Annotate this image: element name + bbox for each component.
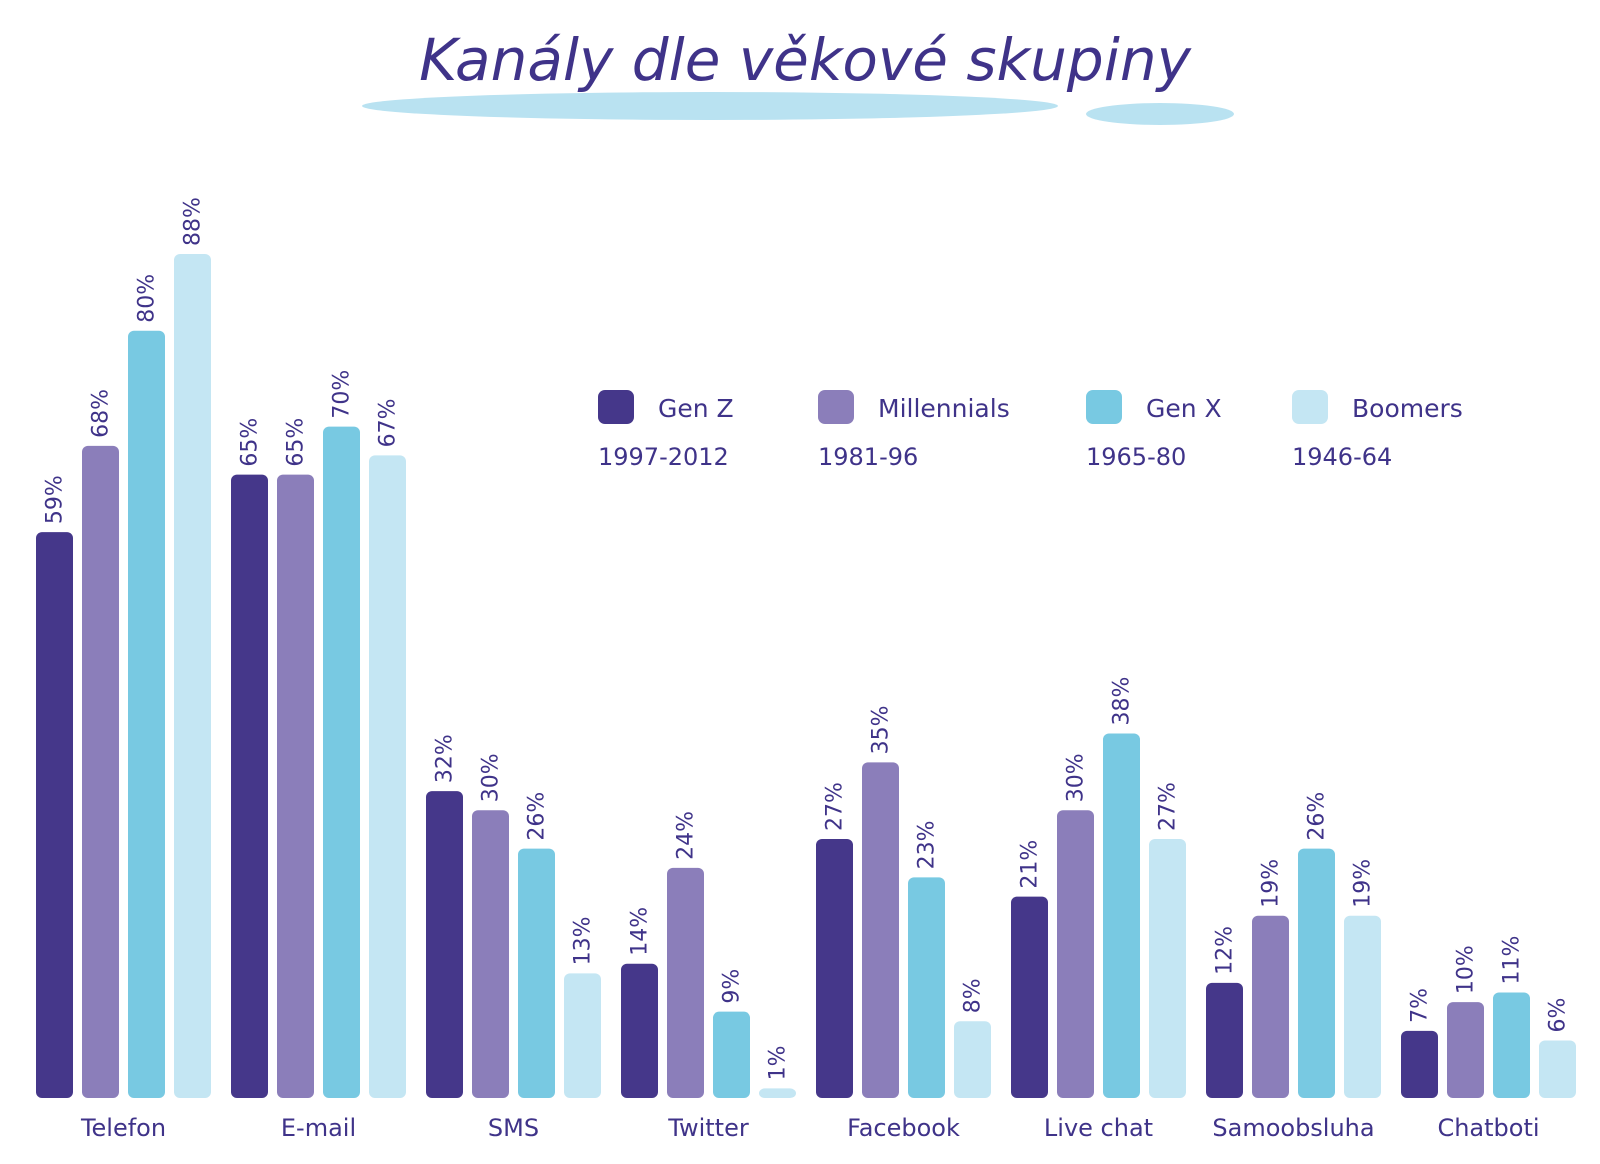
value-label: 68% bbox=[89, 389, 114, 438]
bar-facebook-gen-z bbox=[816, 839, 853, 1098]
value-label: 59% bbox=[43, 475, 68, 524]
bar-telefon-boomers bbox=[174, 254, 211, 1098]
bar-sms-millennials bbox=[472, 810, 509, 1098]
value-label: 10% bbox=[1454, 945, 1479, 994]
legend-series-name: Gen Z bbox=[658, 394, 734, 423]
value-label: 13% bbox=[571, 916, 596, 965]
bar-facebook-boomers bbox=[954, 1021, 991, 1098]
bar-chatboti-boomers bbox=[1539, 1040, 1576, 1098]
value-label: 65% bbox=[284, 418, 309, 467]
legend-years: 1946-64 bbox=[1292, 443, 1392, 471]
value-label: 26% bbox=[525, 792, 550, 841]
value-label: 19% bbox=[1259, 859, 1284, 908]
value-label: 14% bbox=[628, 907, 653, 956]
value-labels-layer: 59% 68% 80% 88% 65% 65% 70% 67% 32% 30% 26% 13% 14% 2… bbox=[43, 197, 1571, 1080]
chart-title: Kanály dle věkové skupiny bbox=[419, 26, 1192, 94]
value-label: 7% bbox=[1408, 988, 1433, 1023]
value-label: 12% bbox=[1213, 926, 1238, 975]
bar-samoobsluha-gen-x bbox=[1298, 848, 1335, 1098]
value-label: 35% bbox=[869, 705, 894, 754]
bar-live-chat-gen-z bbox=[1011, 896, 1048, 1098]
value-label: 6% bbox=[1546, 998, 1571, 1033]
bar-twitter-gen-x bbox=[713, 1011, 750, 1098]
legend-series-name: Millennials bbox=[878, 394, 1010, 423]
legend-series-name: Gen X bbox=[1146, 394, 1222, 423]
value-label: 27% bbox=[823, 782, 848, 831]
value-label: 1% bbox=[766, 1046, 791, 1081]
category-label: E-mail bbox=[281, 1114, 356, 1142]
bar-sms-gen-x bbox=[518, 848, 555, 1098]
bar-live-chat-gen-x bbox=[1103, 733, 1140, 1098]
category-label: Live chat bbox=[1044, 1114, 1153, 1142]
value-label: 32% bbox=[433, 734, 458, 783]
bar-e-mail-millennials bbox=[277, 474, 314, 1098]
value-label: 80% bbox=[135, 274, 160, 323]
legend-swatch bbox=[1292, 390, 1328, 424]
bar-twitter-gen-z bbox=[621, 963, 658, 1098]
value-label: 67% bbox=[376, 399, 401, 448]
title-underline-right bbox=[1086, 103, 1234, 125]
bar-sms-gen-z bbox=[426, 791, 463, 1098]
legend-swatch bbox=[598, 390, 634, 424]
bar-e-mail-gen-x bbox=[323, 426, 360, 1098]
category-label: Facebook bbox=[847, 1114, 960, 1142]
title-underline-left bbox=[362, 92, 1058, 120]
value-label: 9% bbox=[720, 969, 745, 1004]
bar-chatboti-millennials bbox=[1447, 1002, 1484, 1098]
legend-years: 1981-96 bbox=[818, 443, 918, 471]
bar-chatboti-gen-z bbox=[1401, 1030, 1438, 1098]
value-label: 38% bbox=[1110, 677, 1135, 726]
legend-years: 1965-80 bbox=[1086, 443, 1186, 471]
value-label: 30% bbox=[479, 753, 504, 802]
value-label: 8% bbox=[961, 978, 986, 1013]
value-label: 27% bbox=[1156, 782, 1181, 831]
value-label: 65% bbox=[238, 418, 263, 467]
bar-telefon-millennials bbox=[82, 445, 119, 1098]
value-label: 11% bbox=[1500, 936, 1525, 985]
bar-sms-boomers bbox=[564, 973, 601, 1098]
bar-twitter-millennials bbox=[667, 867, 704, 1098]
value-label: 21% bbox=[1018, 840, 1043, 889]
bar-samoobsluha-gen-z bbox=[1206, 982, 1243, 1098]
value-label: 88% bbox=[181, 197, 206, 246]
legend-swatch bbox=[818, 390, 854, 424]
legend-swatch bbox=[1086, 390, 1122, 424]
category-labels-layer: Telefon E-mail SMS Twitter Facebook Live chat… bbox=[80, 1114, 1540, 1142]
title-group: Kanály dle věkové skupiny bbox=[362, 26, 1234, 125]
bar-samoobsluha-boomers bbox=[1344, 915, 1381, 1098]
bar-e-mail-boomers bbox=[369, 455, 406, 1099]
bar-samoobsluha-millennials bbox=[1252, 915, 1289, 1098]
bar-chatboti-gen-x bbox=[1493, 992, 1530, 1098]
legend-years: 1997-2012 bbox=[598, 443, 729, 471]
value-label: 70% bbox=[330, 370, 355, 419]
category-label: Telefon bbox=[80, 1114, 166, 1142]
bar-live-chat-millennials bbox=[1057, 810, 1094, 1098]
legend-series-name: Boomers bbox=[1352, 394, 1463, 423]
legend: Gen Z 1997-2012 Millennials 1981-96 Gen X 196… bbox=[598, 390, 1463, 471]
bar-telefon-gen-z bbox=[36, 532, 73, 1098]
value-label: 23% bbox=[915, 821, 940, 870]
value-label: 26% bbox=[1305, 792, 1330, 841]
category-label: Chatboti bbox=[1437, 1114, 1539, 1142]
category-label: Samoobsluha bbox=[1212, 1114, 1374, 1142]
category-label: Twitter bbox=[667, 1114, 749, 1142]
value-label: 19% bbox=[1351, 859, 1376, 908]
value-label: 24% bbox=[674, 811, 699, 860]
bars-layer bbox=[36, 254, 1576, 1099]
value-label: 30% bbox=[1064, 753, 1089, 802]
bar-telefon-gen-x bbox=[128, 330, 165, 1098]
bar-e-mail-gen-z bbox=[231, 474, 268, 1098]
bar-facebook-gen-x bbox=[908, 877, 945, 1098]
bar-twitter-boomers bbox=[759, 1088, 796, 1098]
bar-facebook-millennials bbox=[862, 762, 899, 1098]
bar-live-chat-boomers bbox=[1149, 839, 1186, 1098]
category-label: SMS bbox=[488, 1114, 539, 1142]
